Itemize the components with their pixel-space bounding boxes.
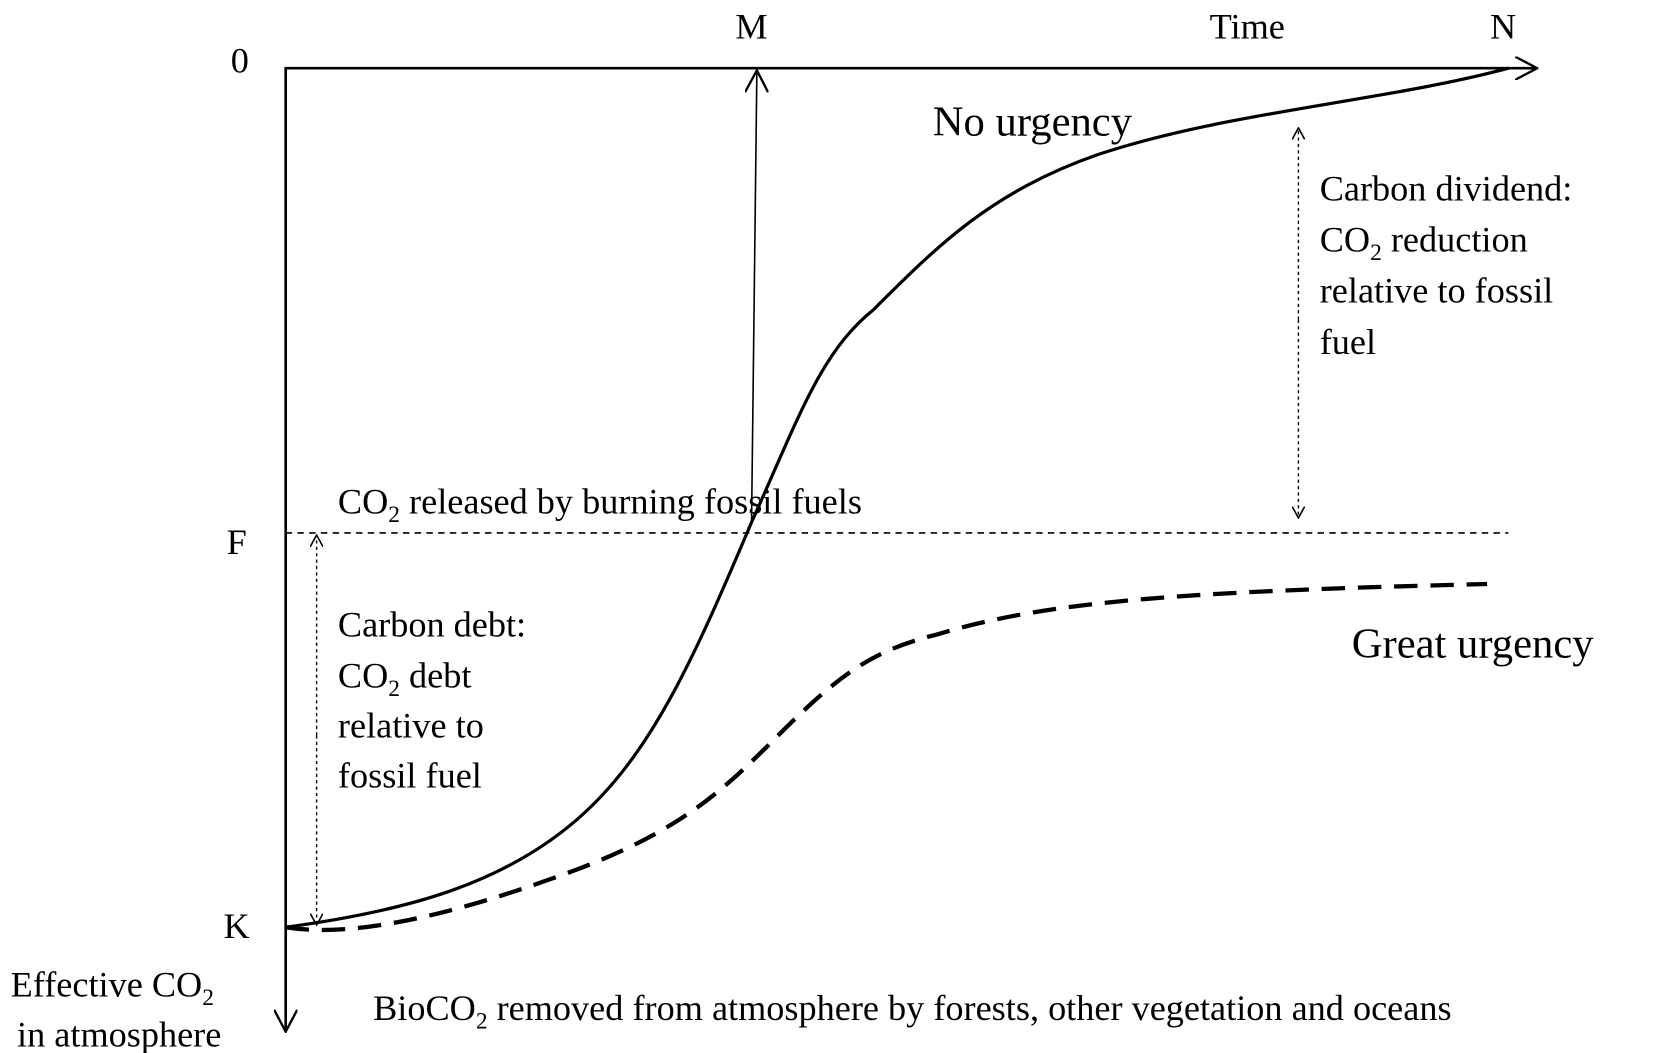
time-label: Time: [1210, 6, 1285, 46]
text: CO: [338, 655, 388, 695]
m-label: M: [735, 6, 767, 46]
subscript: 2: [1370, 240, 1382, 266]
text: Effective CO: [11, 965, 203, 1005]
no-urgency-curve: [285, 66, 1509, 929]
great-urgency-curve: [285, 581, 1488, 933]
text: CO: [1320, 220, 1370, 260]
bio-note: BioCO2 removed from atmosphere by forest…: [373, 988, 1451, 1035]
curve-label: No urgency: [933, 98, 1133, 145]
debt-text: fossil fuel: [338, 756, 482, 796]
subscript: 2: [202, 985, 214, 1011]
dividend-text: relative to fossil: [1320, 271, 1553, 311]
n-label: N: [1490, 6, 1516, 46]
k-label: K: [224, 906, 250, 946]
y-axis-label: in atmosphere: [17, 1015, 221, 1053]
f-label: F: [227, 522, 247, 562]
text: BioCO: [373, 988, 476, 1028]
debt-text: relative to: [338, 706, 484, 746]
subscript: 2: [476, 1008, 488, 1034]
debt-text: CO2 debt: [338, 655, 472, 702]
y-axis-label: Effective CO2: [11, 965, 214, 1012]
debt-text: Carbon debt:: [338, 604, 526, 644]
subscript: 2: [388, 502, 400, 528]
text: released by burning fossil fuels: [400, 482, 862, 522]
m-arrow: [752, 70, 757, 523]
dividend-text: Carbon dividend:: [1320, 168, 1573, 208]
text: removed from atmosphere by forests, othe…: [488, 988, 1452, 1028]
text: reduction: [1382, 220, 1528, 260]
curve-label: Great urgency: [1352, 621, 1595, 668]
fossil-label: CO2 released by burning fossil fuels: [338, 482, 862, 529]
dividend-text: fuel: [1320, 322, 1376, 362]
text: debt: [400, 655, 471, 695]
origin-label: 0: [231, 40, 249, 80]
subscript: 2: [388, 676, 400, 702]
dividend-text: CO2 reduction: [1320, 220, 1528, 267]
text: CO: [338, 482, 388, 522]
